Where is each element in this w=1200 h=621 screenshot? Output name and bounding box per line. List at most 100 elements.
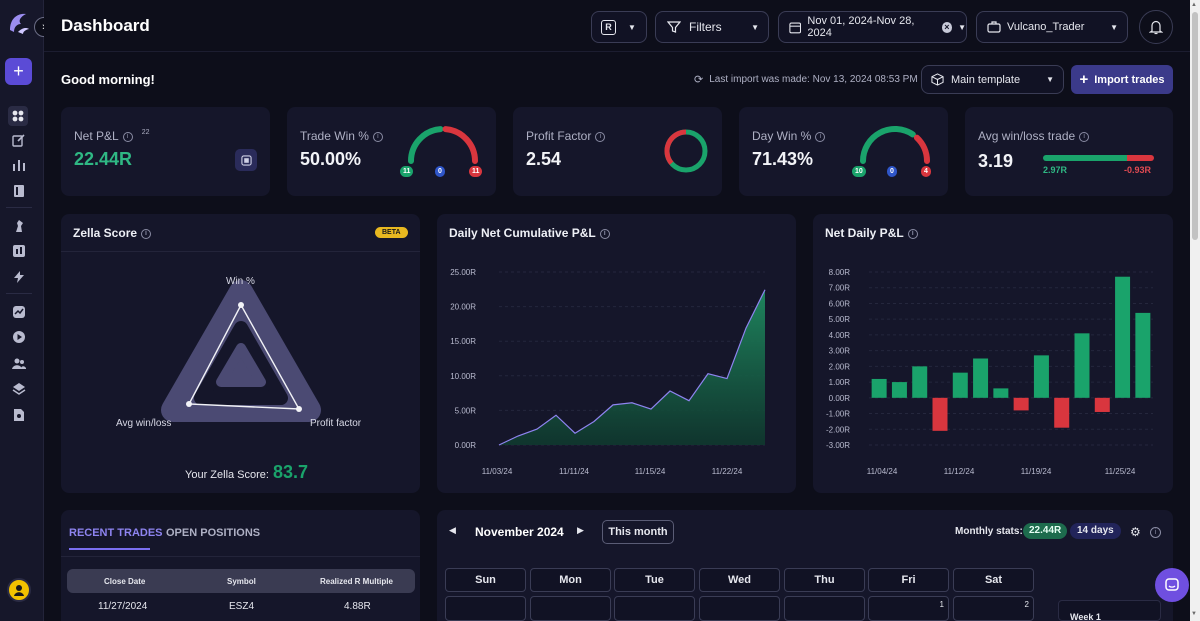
playbook-icon[interactable] xyxy=(10,217,28,235)
info-icon: i xyxy=(141,228,152,239)
progress-tracker-icon[interactable] xyxy=(10,242,28,260)
y-tick-label: 3.00R xyxy=(829,347,851,356)
daily-pnl-bar[interactable] xyxy=(952,372,968,398)
net-pnl-label: Net P&L i22 xyxy=(74,129,150,143)
y-tick-label: 10.00R xyxy=(450,372,476,381)
weekday-mon: Mon xyxy=(530,568,611,592)
daily-pnl-bar[interactable] xyxy=(1054,397,1070,428)
notifications-button[interactable] xyxy=(1139,10,1173,44)
calendar-day[interactable] xyxy=(699,596,780,621)
app-logo[interactable] xyxy=(6,10,32,36)
daily-pnl-bar[interactable] xyxy=(973,358,989,398)
calculator-icon[interactable] xyxy=(235,149,257,171)
r-multiple-toggle[interactable]: R ▼ xyxy=(591,11,647,43)
lightning-icon[interactable] xyxy=(10,268,28,286)
template-selector[interactable]: Main template ▼ xyxy=(921,65,1064,94)
axis-label-avg-win-loss: Avg win/loss xyxy=(116,418,172,429)
scrollbar-thumb[interactable] xyxy=(1192,12,1198,240)
info-icon[interactable]: i xyxy=(1150,527,1161,538)
calendar-day[interactable] xyxy=(784,596,865,621)
tab-open-positions[interactable]: OPEN POSITIONS xyxy=(166,527,261,539)
clear-date-icon[interactable]: × xyxy=(941,21,953,33)
cumulative-pnl-panel: Daily Net Cumulative P&L i 0.00R 5.00R 10.0… xyxy=(437,214,796,493)
journal-edit-icon[interactable] xyxy=(10,131,28,149)
resources-icon[interactable] xyxy=(10,406,28,424)
info-icon: i xyxy=(907,228,918,239)
avg-win-loss-point xyxy=(186,401,192,407)
gear-icon[interactable]: ⚙ xyxy=(1130,525,1141,539)
y-tick-label: 1.00R xyxy=(829,378,851,387)
daily-pnl-bar[interactable] xyxy=(912,366,928,398)
tab-recent-trades[interactable]: RECENT TRADES xyxy=(69,527,163,539)
y-tick-label: 6.00R xyxy=(829,299,851,308)
reports-icon[interactable] xyxy=(10,156,28,174)
daily-pnl-bar[interactable] xyxy=(1094,397,1110,412)
x-tick-label: 11/04/24 xyxy=(867,467,898,476)
dashboard-icon[interactable] xyxy=(8,106,28,126)
symbol-cell: ESZ4 xyxy=(229,601,255,612)
date-range-picker[interactable]: Nov 01, 2024-Nov 28, 2024 × ▼ xyxy=(778,11,967,43)
cube-icon xyxy=(931,73,944,86)
calendar-day[interactable] xyxy=(445,596,526,621)
chevron-down-icon: ▼ xyxy=(1110,22,1118,32)
import-trades-button[interactable]: + Import trades xyxy=(1071,65,1173,94)
chart-replay-icon[interactable] xyxy=(10,303,28,321)
page-scrollbar[interactable]: ▲ ▼ xyxy=(1190,0,1200,621)
zella-radar-chart xyxy=(161,280,321,422)
briefcase-icon xyxy=(987,21,1001,33)
daily-pnl-bar[interactable] xyxy=(1013,397,1029,411)
monthly-pnl-badge: 22.44R xyxy=(1023,523,1068,539)
this-month-button[interactable]: This month xyxy=(602,520,674,544)
net-pnl-value: 22.44R xyxy=(74,149,133,169)
cumulative-pnl-title: Daily Net Cumulative P&L i xyxy=(449,226,610,240)
trade-win-gauge xyxy=(408,126,478,164)
weekday-tue: Tue xyxy=(614,568,695,592)
sidebar-divider xyxy=(6,293,32,294)
x-tick-label: 11/12/24 xyxy=(944,467,975,476)
daily-pnl-bar[interactable] xyxy=(1033,355,1049,398)
notebook-icon[interactable] xyxy=(10,182,28,200)
account-selector[interactable]: Vulcano_Trader ▼ xyxy=(976,11,1128,43)
filters-dropdown[interactable]: Filters ▼ xyxy=(655,11,769,43)
play-icon[interactable] xyxy=(10,328,28,346)
scrollbar-down-arrow[interactable]: ▼ xyxy=(1191,611,1197,617)
trades-table-header: Close Date Symbol Realized R Multiple xyxy=(67,569,415,593)
win-pct-point xyxy=(238,302,244,308)
daily-pnl-bar[interactable] xyxy=(871,378,887,398)
account-name: Vulcano_Trader xyxy=(1007,21,1085,33)
column-header[interactable]: Close Date xyxy=(104,577,146,586)
previous-month-button[interactable]: ◀ xyxy=(449,525,456,535)
daily-pnl-bar[interactable] xyxy=(1115,276,1131,398)
y-tick-label: 5.00R xyxy=(455,406,477,415)
daily-pnl-bar[interactable] xyxy=(932,397,948,431)
calendar-day[interactable] xyxy=(530,596,611,621)
x-tick-label: 11/22/24 xyxy=(712,467,743,476)
profit-factor-donut xyxy=(664,129,708,173)
chevron-down-icon: ▼ xyxy=(958,22,966,32)
calendar-day[interactable] xyxy=(614,596,695,621)
profit-factor-card: Profit Factor i 2.54 xyxy=(513,107,722,196)
daily-pnl-bar[interactable] xyxy=(993,388,1009,398)
sidebar-divider xyxy=(6,207,32,208)
next-month-button[interactable]: ▶ xyxy=(577,525,584,535)
column-header[interactable]: Realized R Multiple xyxy=(320,577,393,586)
win-days-badge: 10 xyxy=(852,166,866,177)
daily-pnl-bar[interactable] xyxy=(1135,312,1151,398)
university-icon[interactable] xyxy=(10,380,28,398)
community-icon[interactable] xyxy=(10,355,28,373)
x-tick-label: 11/11/24 xyxy=(559,467,590,476)
table-row[interactable]: 11/27/2024 ESZ4 4.88R xyxy=(67,598,415,618)
daily-pnl-bar[interactable] xyxy=(891,382,907,398)
r-multiple-cell: 4.88R xyxy=(344,601,371,612)
calendar-day[interactable]: 1 xyxy=(868,596,949,621)
info-icon: i xyxy=(595,131,606,142)
y-tick-label: 5.00R xyxy=(829,315,851,324)
chat-support-button[interactable] xyxy=(1155,568,1189,602)
calendar-day[interactable]: 2 xyxy=(953,596,1034,621)
add-button[interactable]: + xyxy=(5,58,32,85)
scrollbar-up-arrow[interactable]: ▲ xyxy=(1191,2,1197,8)
avatar[interactable] xyxy=(7,578,31,602)
column-header[interactable]: Symbol xyxy=(227,577,256,586)
daily-pnl-bar[interactable] xyxy=(1074,333,1090,398)
calendar-month: November 2024 xyxy=(475,525,564,539)
